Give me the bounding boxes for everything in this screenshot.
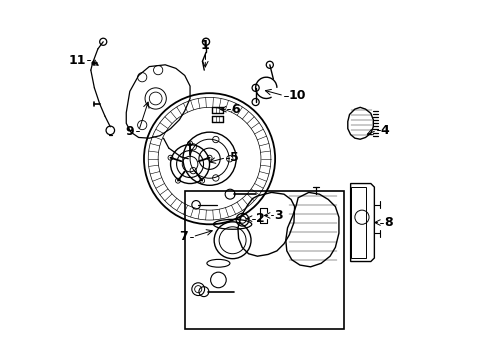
Text: 6: 6 [232,103,240,116]
Text: 9: 9 [126,125,134,138]
Text: 1: 1 [201,39,210,52]
Text: 8: 8 [384,216,393,229]
Text: 7: 7 [179,230,188,243]
Bar [185,191,344,329]
Text: 5: 5 [230,151,239,164]
Text: 2: 2 [256,212,265,225]
Text: 10: 10 [289,89,306,102]
Text: 3: 3 [274,209,283,222]
Text: 11: 11 [69,54,86,67]
Text: 4: 4 [381,124,390,137]
